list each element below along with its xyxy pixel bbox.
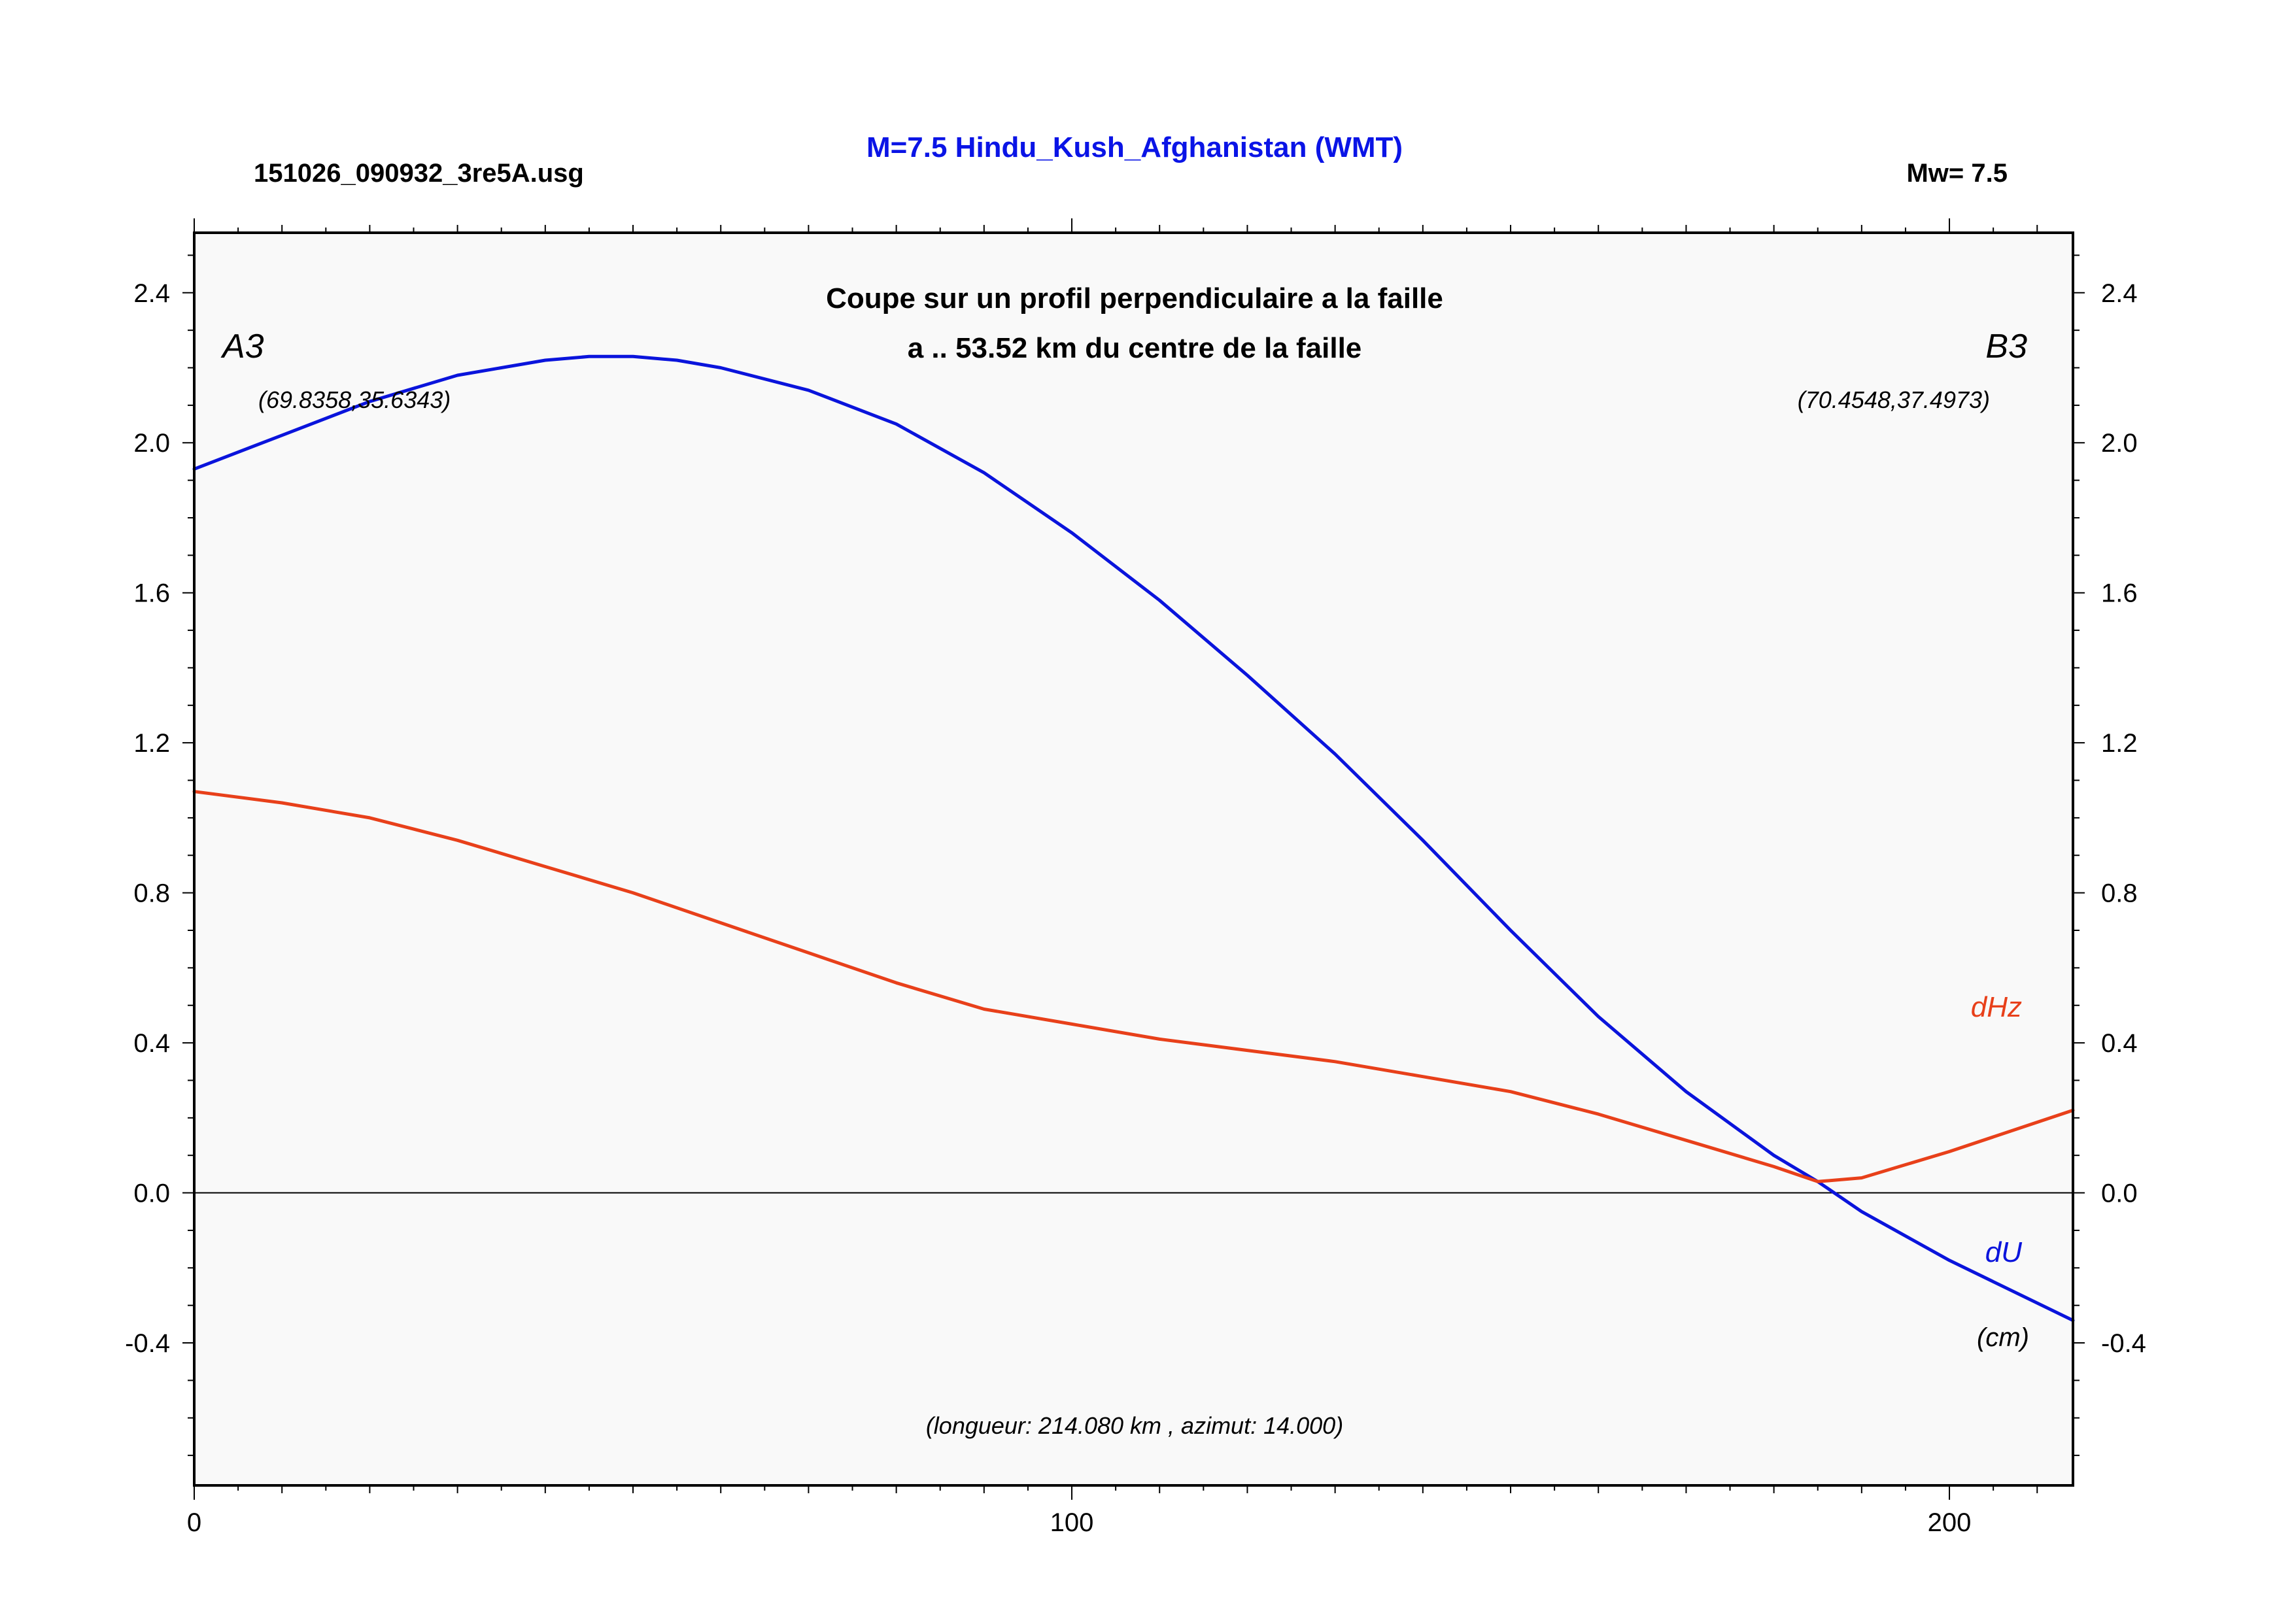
x-tick-label: 0	[187, 1508, 201, 1537]
y-tick-label-left: 2.4	[133, 279, 170, 308]
y-tick-label-left: -0.4	[125, 1329, 170, 1358]
endpoint-start-label: A3	[220, 328, 264, 365]
tick-labels: 0 100 200 2.4 2.4 2.0 2.0 1.6 1.6 1.2 1.2 0.8 0.8 0.4…	[125, 279, 2146, 1537]
profile-info: (longueur: 214.080 km , azimut: 14.000)	[926, 1412, 1343, 1439]
endpoint-end-label: B3	[1985, 328, 2027, 365]
y-tick-label-left: 0.8	[133, 879, 170, 908]
plot-frame	[193, 231, 2074, 1487]
main-title: M=7.5 Hindu_Kush_Afghanistan (WMT)	[866, 131, 1403, 163]
x-tick-label: 200	[1928, 1508, 1972, 1537]
y-tick-label-left: 0.4	[133, 1029, 170, 1058]
chart-subtitle: a .. 53.52 km du centre de la faille	[908, 332, 1362, 364]
series-label-du: dU	[1985, 1236, 2022, 1268]
y-tick-label-left: 1.2	[133, 729, 170, 758]
series-label-dhz: dHz	[1971, 991, 2022, 1023]
file-id: 151026_090932_3re5A.usg	[254, 159, 584, 188]
endpoint-end-coords: (70.4548,37.4973)	[1798, 386, 1990, 413]
y-tick-label-right: 2.0	[2101, 429, 2138, 458]
series-line-dhz	[192, 790, 2075, 1183]
y-tick-label-right: 0.8	[2101, 879, 2138, 908]
chart-title: Coupe sur un profil perpendiculaire a la…	[826, 282, 1443, 314]
y-tick-label-left: 1.6	[133, 579, 170, 608]
x-tick-label: 100	[1050, 1508, 1094, 1537]
y-tick-label-right: 0.0	[2101, 1179, 2138, 1208]
y-tick-label-right: -0.4	[2101, 1329, 2146, 1358]
magnitude-label: Mw= 7.5	[1906, 159, 2008, 188]
y-tick-label-right: 1.6	[2101, 579, 2138, 608]
y-tick-label-right: 2.4	[2101, 279, 2138, 308]
plot-area	[194, 233, 2073, 1485]
unit-label: (cm)	[1977, 1323, 2029, 1352]
y-tick-label-right: 1.2	[2101, 729, 2138, 758]
endpoint-start-coords: (69.8358,35.6343)	[258, 386, 451, 413]
y-tick-label-left: 2.0	[133, 429, 170, 458]
y-tick-label-left: 0.0	[133, 1179, 170, 1208]
series-layer	[192, 354, 2075, 1323]
series-line-du	[192, 354, 2075, 1323]
y-tick-label-right: 0.4	[2101, 1029, 2138, 1058]
major-ticks	[182, 218, 2085, 1500]
